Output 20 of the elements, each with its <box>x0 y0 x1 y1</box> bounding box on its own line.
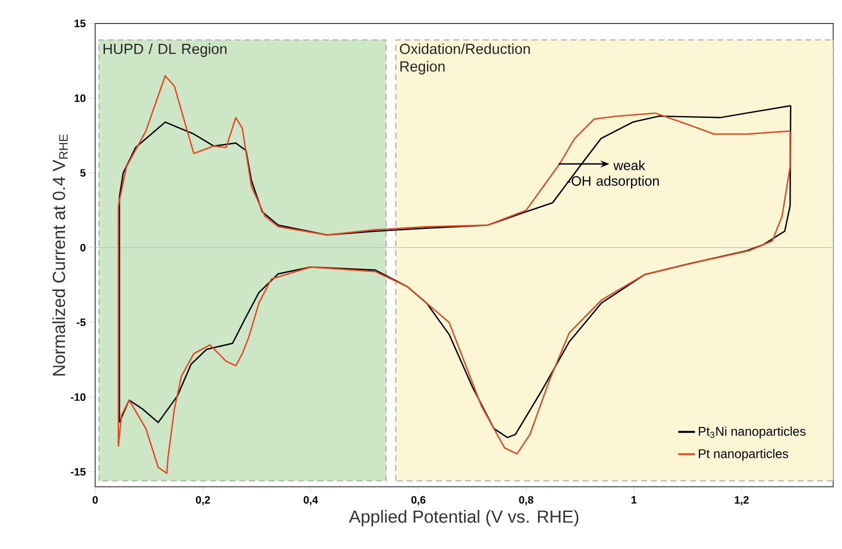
legend-label: Pt nanoparticles <box>698 448 788 461</box>
x-axis-title: Applied Potential (V vs. RHE) <box>348 510 578 526</box>
x-tick-label: 0,2 <box>196 496 210 506</box>
y-tick-label: 5 <box>80 169 86 176</box>
band-label: HUPD / DL Region <box>104 43 226 57</box>
x-tick-label: 0 <box>92 496 98 504</box>
y-tick-label: -15 <box>70 468 86 476</box>
legend-label: Pt$_{3}$Ni nanoparticles <box>698 426 806 438</box>
x-tick-label: 1,2 <box>734 496 749 506</box>
y-tick-label: 15 <box>74 20 86 28</box>
band-label: Oxidation/Reduction Region <box>400 43 530 74</box>
x-tick-label: 1 <box>632 496 637 504</box>
x-tick-label: 0,4 <box>304 496 318 506</box>
y-tick-label: -5 <box>76 318 86 326</box>
x-tick-label: 0,6 <box>411 496 426 506</box>
y-axis-title: Normalized Current at 0.4 V$_{RHE}$ <box>52 134 68 376</box>
x-tick-label: 0,8 <box>519 496 534 506</box>
y-tick-label: 0 <box>80 244 86 252</box>
y-tick-label: -10 <box>70 393 86 401</box>
y-tick-label: 10 <box>74 94 86 102</box>
